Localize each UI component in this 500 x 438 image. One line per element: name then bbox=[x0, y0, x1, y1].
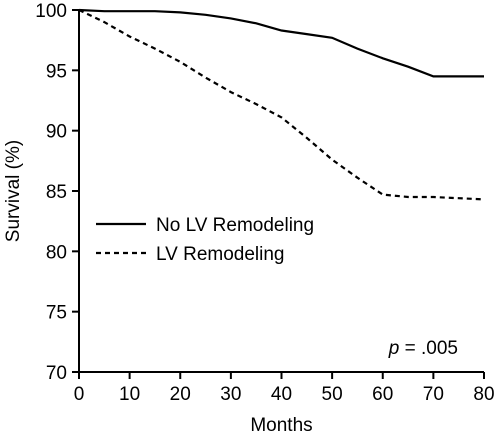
y-axis-ticks: 70 75 80 85 90 95 100 bbox=[35, 1, 79, 384]
x-tick-label: 30 bbox=[220, 384, 241, 405]
y-tick-label: 90 bbox=[46, 122, 67, 143]
y-tick-label: 85 bbox=[46, 182, 67, 203]
series-layer bbox=[78, 8, 485, 201]
p-value-symbol: p bbox=[388, 338, 400, 359]
p-value-text: = .005 bbox=[399, 338, 458, 359]
x-axis-ticks: 0 10 20 30 40 50 60 70 80 bbox=[74, 372, 495, 405]
y-axis-title: Survival (%) bbox=[3, 140, 24, 242]
series-line-no-lv-remodeling bbox=[78, 8, 484, 78]
x-tick-label: 80 bbox=[473, 384, 494, 405]
y-tick-label: 75 bbox=[46, 303, 67, 324]
legend: No LV Remodeling LV Remodeling bbox=[96, 215, 314, 265]
x-tick-label: 40 bbox=[271, 384, 292, 405]
y-tick-label: 100 bbox=[35, 1, 67, 22]
x-tick-label: 70 bbox=[423, 384, 444, 405]
legend-label: LV Remodeling bbox=[156, 244, 285, 265]
x-tick-label: 10 bbox=[119, 384, 140, 405]
series-line-lv-remodeling bbox=[78, 9, 485, 201]
x-axis-title: Months bbox=[250, 415, 312, 436]
x-tick-label: 60 bbox=[372, 384, 393, 405]
y-tick-label: 80 bbox=[46, 242, 67, 263]
legend-label: No LV Remodeling bbox=[156, 215, 314, 236]
y-tick-label: 95 bbox=[46, 61, 67, 82]
x-tick-label: 0 bbox=[74, 384, 85, 405]
y-tick-label: 70 bbox=[46, 363, 67, 384]
x-tick-label: 50 bbox=[322, 384, 343, 405]
x-tick-label: 20 bbox=[170, 384, 191, 405]
p-value-annotation: p = .005 bbox=[388, 338, 458, 359]
